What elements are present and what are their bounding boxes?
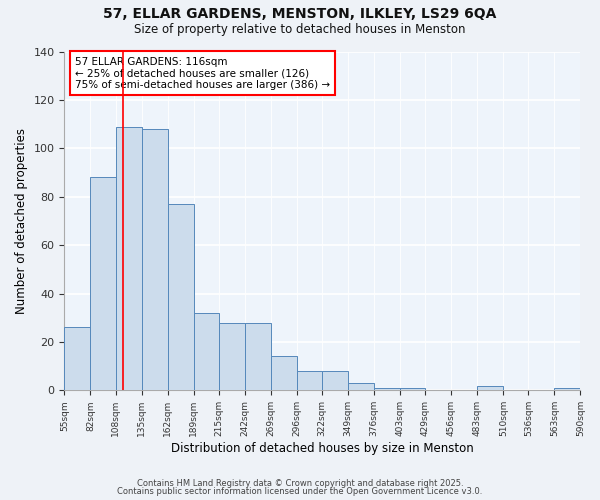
Text: 57, ELLAR GARDENS, MENSTON, ILKLEY, LS29 6QA: 57, ELLAR GARDENS, MENSTON, ILKLEY, LS29… xyxy=(103,8,497,22)
Bar xyxy=(219,322,245,390)
Bar xyxy=(400,388,425,390)
Bar xyxy=(477,386,503,390)
Bar xyxy=(64,328,91,390)
Bar xyxy=(374,388,400,390)
Bar xyxy=(91,178,116,390)
Y-axis label: Number of detached properties: Number of detached properties xyxy=(15,128,28,314)
Text: Size of property relative to detached houses in Menston: Size of property relative to detached ho… xyxy=(134,22,466,36)
Bar xyxy=(142,129,167,390)
Bar xyxy=(116,126,142,390)
Bar xyxy=(322,371,348,390)
Text: Contains public sector information licensed under the Open Government Licence v3: Contains public sector information licen… xyxy=(118,487,482,496)
Bar xyxy=(194,313,219,390)
Text: Contains HM Land Registry data © Crown copyright and database right 2025.: Contains HM Land Registry data © Crown c… xyxy=(137,478,463,488)
Bar xyxy=(245,322,271,390)
Text: 57 ELLAR GARDENS: 116sqm
← 25% of detached houses are smaller (126)
75% of semi-: 57 ELLAR GARDENS: 116sqm ← 25% of detach… xyxy=(75,56,330,90)
Bar xyxy=(297,371,322,390)
Bar xyxy=(271,356,297,390)
Bar xyxy=(554,388,580,390)
X-axis label: Distribution of detached houses by size in Menston: Distribution of detached houses by size … xyxy=(171,442,474,455)
Bar xyxy=(167,204,194,390)
Bar xyxy=(348,383,374,390)
